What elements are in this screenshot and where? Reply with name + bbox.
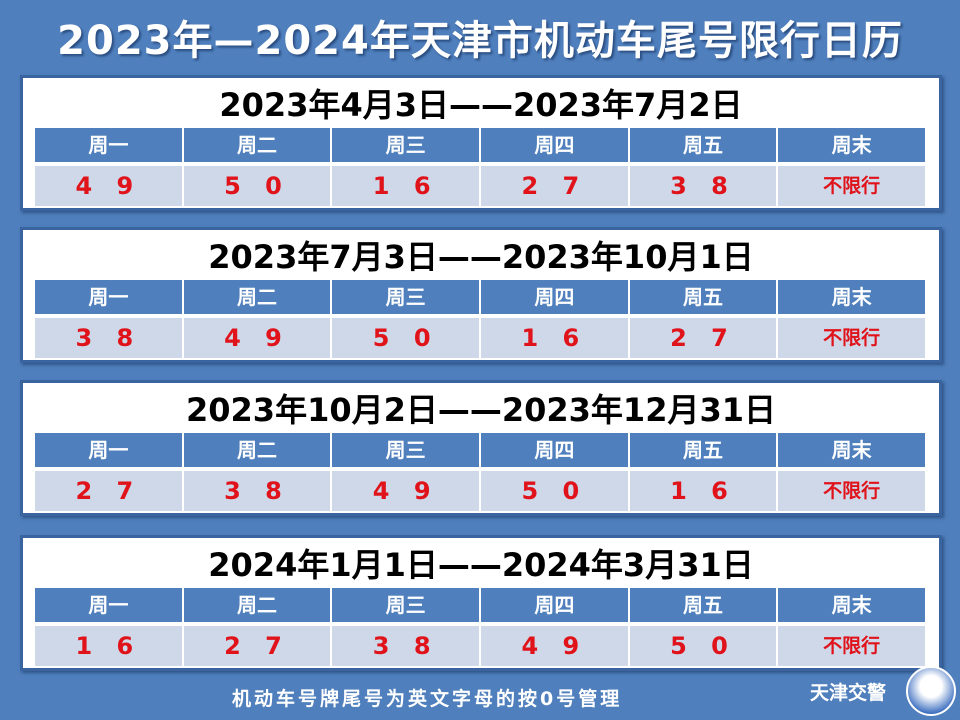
restricted-digits: 1 6	[481, 318, 628, 358]
day-header: 周五	[629, 280, 777, 314]
day-header: 周末	[778, 128, 925, 162]
day-header: 周末	[778, 280, 925, 314]
restricted-digits: 4 9	[332, 471, 479, 511]
brand-name: 天津交警	[810, 682, 887, 704]
day-header: 周五	[629, 128, 777, 162]
restricted-digits: 2 7	[183, 626, 331, 666]
day-header: 周二	[183, 433, 331, 467]
day-header: 周三	[332, 128, 479, 162]
period-range: 2023年10月2日——2023年12月31日	[186, 391, 776, 429]
period-range: 2023年7月3日——2023年10月1日	[208, 238, 754, 276]
period-range: 2023年4月3日——2023年7月2日	[219, 86, 743, 124]
day-header: 周一	[35, 280, 182, 314]
restricted-digits: 1 6	[35, 626, 182, 666]
restricted-digits: 3 8	[183, 471, 331, 511]
day-header: 周四	[481, 588, 628, 622]
period-range: 2024年1月1日——2024年3月31日	[208, 546, 754, 584]
day-header: 周二	[183, 588, 331, 622]
restricted-digits: 3 8	[332, 626, 479, 666]
day-header: 周四	[481, 128, 628, 162]
restricted-digits: 4 9	[183, 318, 331, 358]
footer-note: 机动车号牌尾号为英文字母的按0号管理	[232, 688, 623, 710]
day-header: 周四	[481, 280, 628, 314]
restricted-digits: 5 0	[332, 318, 479, 358]
restricted-digits: 1 6	[629, 471, 777, 511]
day-header: 周末	[778, 588, 925, 622]
day-header: 周三	[332, 433, 479, 467]
restricted-digits: 不限行	[778, 166, 925, 206]
restricted-digits: 不限行	[778, 471, 925, 511]
day-header: 周三	[332, 588, 479, 622]
restricted-digits: 5 0	[481, 471, 628, 511]
day-header: 周一	[35, 588, 182, 622]
restricted-digits: 不限行	[778, 318, 925, 358]
day-header: 周三	[332, 280, 479, 314]
restricted-digits: 2 7	[481, 166, 628, 206]
day-header: 周一	[35, 128, 182, 162]
day-header: 周四	[481, 433, 628, 467]
restricted-digits: 2 7	[629, 318, 777, 358]
restricted-digits: 3 8	[629, 166, 777, 206]
page-title: 2023年—2024年天津市机动车尾号限行日历	[57, 18, 903, 64]
day-header: 周五	[629, 433, 777, 467]
restricted-digits: 5 0	[183, 166, 331, 206]
restricted-digits: 5 0	[629, 626, 777, 666]
day-header: 周五	[629, 588, 777, 622]
restricted-digits: 2 7	[35, 471, 182, 511]
day-header: 周二	[183, 280, 331, 314]
day-header: 周二	[183, 128, 331, 162]
restricted-digits: 3 8	[35, 318, 182, 358]
restricted-digits: 4 9	[35, 166, 182, 206]
day-header: 周一	[35, 433, 182, 467]
day-header: 周末	[778, 433, 925, 467]
police-logo-icon	[906, 666, 956, 716]
restricted-digits: 不限行	[778, 626, 925, 666]
restricted-digits: 4 9	[481, 626, 628, 666]
restricted-digits: 1 6	[332, 166, 479, 206]
